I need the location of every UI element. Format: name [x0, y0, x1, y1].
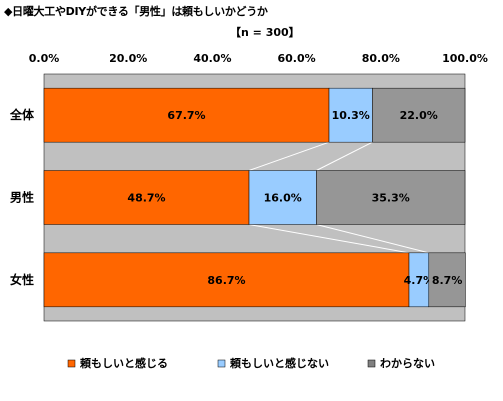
- category-label: 男性: [10, 190, 34, 205]
- data-label: 86.7%: [207, 274, 245, 287]
- data-label: 35.3%: [372, 192, 410, 205]
- x-axis-ticks: 0.0% 20.0% 40.0% 60.0% 80.0% 100.0%: [29, 52, 488, 65]
- data-label: 4.7%: [404, 274, 435, 287]
- bar-segment: [43, 170, 250, 225]
- category-label: 女性: [10, 272, 34, 287]
- data-label: 22.0%: [400, 109, 438, 122]
- bar-segment: [43, 252, 410, 308]
- series-lines: [248, 141, 429, 254]
- legend: 頼もしいと感じる 頼もしいと感じない わからない: [67, 356, 435, 370]
- legend-swatch: [217, 359, 226, 368]
- bar-segment: [43, 87, 330, 143]
- legend-label: 頼もしいと感じない: [229, 356, 329, 370]
- data-label: 67.7%: [167, 109, 205, 122]
- bar-segment: [328, 87, 373, 143]
- data-label: 8.7%: [432, 274, 463, 287]
- legend-swatch: [367, 359, 376, 368]
- legend-label: 頼もしいと感じる: [79, 356, 168, 370]
- chart-title: ◆日曜大工やDIYができる「男性」は頼もしいかどうか: [4, 5, 268, 18]
- data-label: 10.3%: [332, 109, 370, 122]
- bar-segment: [428, 252, 466, 308]
- series-line: [248, 224, 410, 254]
- legend-label: わからない: [380, 357, 435, 370]
- x-tick-label: 80.0%: [362, 52, 400, 65]
- legend-swatch: [67, 359, 76, 368]
- bar-segment: [248, 170, 317, 225]
- series-line: [316, 224, 429, 254]
- bar-segment: [316, 170, 466, 225]
- x-tick-label: 60.0%: [278, 52, 316, 65]
- x-tick-label: 20.0%: [109, 52, 147, 65]
- bars: 67.7% 10.3% 22.0% 48.7% 16.0% 35.3% 86.7% 4.7%8…: [43, 87, 466, 308]
- sample-size-note: 【n = 300】: [230, 26, 300, 39]
- data-label: 48.7%: [127, 192, 165, 205]
- x-tick-label: 0.0%: [29, 52, 60, 65]
- series-line: [248, 141, 330, 171]
- bar-segment: [372, 87, 466, 143]
- series-line: [316, 141, 373, 171]
- category-label: 全体: [9, 107, 35, 122]
- x-tick-label: 40.0%: [193, 52, 231, 65]
- data-label: 16.0%: [264, 192, 302, 205]
- x-tick-label: 100.0%: [442, 52, 488, 65]
